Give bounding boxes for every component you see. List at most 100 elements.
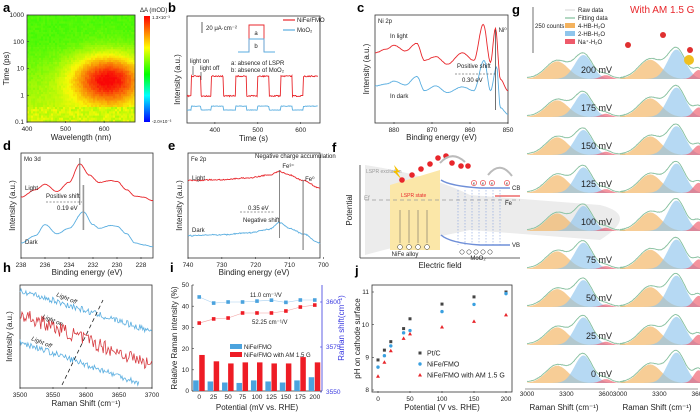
slope-label: 11.0 cm⁻¹/V	[250, 293, 282, 299]
heatmap-cell	[51, 19, 54, 22]
heatmap-cell	[115, 70, 118, 74]
heatmap-cell	[95, 89, 98, 93]
heatmap-cell	[93, 53, 96, 56]
heatmap-cell	[95, 83, 98, 86]
heatmap-cell	[61, 81, 64, 84]
heatmap-cell	[67, 72, 70, 76]
heatmap-cell	[121, 49, 124, 52]
heatmap-cell	[129, 81, 132, 84]
heatmap-cell	[117, 55, 120, 59]
heatmap-cell	[89, 72, 92, 76]
heatmap-cell	[75, 98, 78, 101]
heatmap-cell	[53, 47, 56, 50]
heatmap-cell	[33, 100, 36, 104]
hole-icon	[397, 244, 403, 250]
heatmap-cell	[99, 38, 102, 41]
heatmap-cell	[27, 44, 30, 48]
heatmap-cell	[33, 42, 36, 46]
heatmap-cell	[115, 40, 118, 44]
heatmap-cell	[83, 25, 86, 29]
heatmap-cell	[63, 102, 66, 106]
fit-component-1	[620, 200, 700, 231]
heatmap-cell	[67, 32, 70, 35]
panel-d-x-tick-label: 236	[40, 262, 51, 269]
heatmap-cell	[129, 32, 132, 35]
heatmap-cell	[37, 96, 40, 99]
heatmap-cell	[39, 62, 42, 65]
heatmap-cell	[65, 19, 68, 22]
heatmap-cell	[81, 83, 84, 86]
heatmap-cell	[27, 17, 30, 20]
heatmap-cell	[35, 83, 38, 86]
heatmap-cell	[125, 53, 128, 56]
heatmap-cell	[31, 59, 34, 63]
heatmap-cell	[131, 96, 134, 99]
panel-e-x-tick-label: 720	[250, 262, 261, 269]
heatmap-cell	[37, 107, 40, 110]
heatmap-cell	[77, 49, 80, 52]
heatmap-cell	[107, 115, 110, 119]
heatmap-cell	[123, 38, 126, 41]
heatmap-cell	[97, 104, 100, 108]
heatmap-cell	[123, 70, 126, 74]
heatmap-cell	[85, 34, 88, 37]
heatmap-cell	[57, 113, 60, 116]
heatmap-cell	[77, 19, 80, 22]
heatmap-cell	[65, 104, 68, 108]
heatmap-cell	[27, 117, 30, 121]
heatmap-cell	[103, 100, 106, 104]
heatmap-cell	[95, 72, 98, 76]
electron-icon	[409, 172, 415, 178]
heatmap-cell	[75, 72, 78, 76]
heatmap-cell	[75, 53, 78, 56]
heatmap-cell	[83, 59, 86, 63]
shift-label: Negative shift	[243, 218, 280, 224]
heatmap-cell	[123, 32, 126, 35]
heatmap-cell	[81, 74, 84, 78]
heatmap-cell	[59, 25, 62, 29]
heatmap-cell	[107, 55, 110, 59]
heatmap-cell	[127, 113, 130, 116]
heatmap-cell	[43, 62, 46, 65]
heatmap-cell	[63, 53, 66, 56]
heatmap-cell	[111, 79, 114, 82]
heatmap-cell	[115, 51, 118, 54]
heatmap-cell	[91, 38, 94, 41]
panel-i-x-tick-label: 0	[197, 394, 201, 401]
legend-marker	[418, 362, 422, 366]
heatmap-cell	[127, 34, 130, 37]
heatmap-cell	[85, 102, 88, 106]
heatmap-cell	[87, 96, 90, 99]
heatmap-cell	[105, 85, 108, 89]
heatmap-cell	[93, 119, 96, 123]
bar	[271, 363, 277, 391]
heatmap-cell	[133, 42, 136, 46]
heatmap-cell	[65, 40, 68, 44]
heatmap-cell	[83, 92, 86, 95]
heatmap-cell	[93, 74, 96, 78]
heatmap-cell	[107, 64, 110, 67]
heatmap-cell	[55, 25, 58, 29]
heatmap-cell	[105, 42, 108, 46]
heatmap-cell	[61, 64, 64, 67]
heatmap-cell	[47, 68, 50, 71]
heatmap-cell	[27, 70, 30, 74]
heatmap-cell	[47, 104, 50, 108]
heatmap-cell	[127, 19, 130, 22]
heatmap-cell	[81, 117, 84, 121]
heatmap-cell	[133, 119, 136, 123]
heatmap-cell	[121, 94, 124, 97]
fitting-line	[527, 277, 626, 307]
heatmap-cell	[97, 15, 100, 18]
heatmap-cell	[55, 32, 58, 35]
heatmap-cell	[27, 23, 30, 26]
panel-i-y-tick-label: 50	[182, 282, 190, 289]
heatmap-cell	[53, 62, 56, 65]
fit-component-1	[527, 130, 626, 155]
heatmap-cell	[121, 38, 124, 41]
legend-label: NiFe/FMO with AM 1.5 G	[244, 353, 311, 359]
heatmap-cell	[57, 15, 60, 18]
heatmap-cell	[61, 40, 64, 44]
heatmap-cell	[35, 29, 38, 33]
heatmap-cell	[91, 55, 94, 59]
